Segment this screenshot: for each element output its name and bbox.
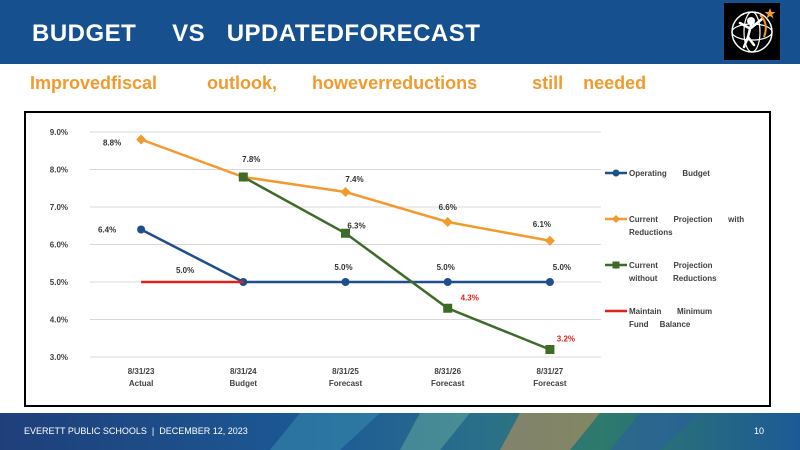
data-label: 6.6% xyxy=(439,203,457,212)
footer-bar: EVERETT PUBLIC SCHOOLS | DECEMBER 12, 20… xyxy=(0,413,800,450)
data-point xyxy=(341,228,350,238)
x-tick-label: Forecast xyxy=(533,379,567,388)
data-label: 6.3% xyxy=(347,221,365,230)
legend-label: Reductions xyxy=(629,228,673,237)
footer-text: EVERETT PUBLIC SCHOOLS | DECEMBER 12, 20… xyxy=(24,426,248,436)
legend-marker xyxy=(612,261,620,269)
data-label: 7.8% xyxy=(242,155,260,164)
y-tick-label: 4.0% xyxy=(50,316,68,325)
legend-label: Current Projection with xyxy=(629,215,744,224)
y-tick-label: 9.0% xyxy=(50,128,68,137)
data-point xyxy=(442,217,453,227)
data-point xyxy=(340,187,351,197)
data-point xyxy=(238,172,248,182)
data-label: 5.0% xyxy=(437,263,455,272)
data-label: 8.8% xyxy=(103,139,121,148)
data-point xyxy=(545,278,554,286)
district-logo-icon xyxy=(724,3,780,60)
legend-label: without Reductions xyxy=(628,274,717,283)
x-tick-label: 8/31/24 xyxy=(230,367,257,376)
data-label: 3.2% xyxy=(557,335,575,344)
data-label: 6.4% xyxy=(98,226,116,235)
y-tick-label: 8.0% xyxy=(50,166,68,175)
legend-label: Fund Balance xyxy=(629,320,691,329)
data-label: 5.0% xyxy=(334,263,352,272)
y-tick-label: 6.0% xyxy=(50,241,68,250)
series-line xyxy=(242,175,551,351)
x-tick-label: Actual xyxy=(129,379,153,388)
title-bar: BUDGET VS UPDATEDFORECAST xyxy=(0,0,800,64)
slide-title: BUDGET VS UPDATEDFORECAST xyxy=(32,20,481,47)
data-point xyxy=(443,303,453,313)
data-point xyxy=(443,278,452,286)
data-label: 5.0% xyxy=(553,263,571,272)
data-point xyxy=(136,134,147,145)
slide-subtitle: Improvedfiscal outlook, howeverreduction… xyxy=(30,73,647,93)
data-point xyxy=(544,235,555,246)
data-point xyxy=(341,278,350,286)
x-tick-label: 8/31/27 xyxy=(537,367,564,376)
x-tick-label: 8/31/25 xyxy=(332,367,359,376)
x-tick-label: Budget xyxy=(230,379,258,388)
legend-label: Operating Budget xyxy=(629,169,710,178)
legend-label: Maintain Minimum xyxy=(629,307,712,316)
x-tick-label: 8/31/26 xyxy=(434,367,461,376)
data-label: 4.3% xyxy=(461,293,479,302)
x-tick-label: 8/31/23 xyxy=(128,367,155,376)
chart-container: 9.0% 8.0% 7.0% 6.0% 5.0% 4.0% 3.0% 8/31/23 Actua… xyxy=(24,111,771,407)
y-tick-label: 5.0% xyxy=(50,278,68,287)
legend-marker xyxy=(612,215,620,223)
data-label: 6.1% xyxy=(533,220,551,229)
y-tick-label: 3.0% xyxy=(50,353,68,362)
legend-marker xyxy=(612,169,620,177)
legend-label: Current Projection xyxy=(629,261,713,270)
x-tick-label: Forecast xyxy=(329,379,363,388)
data-point xyxy=(137,225,146,234)
x-tick-label: Forecast xyxy=(431,379,465,388)
line-chart: 9.0% 8.0% 7.0% 6.0% 5.0% 4.0% 3.0% 8/31/23 Actua… xyxy=(50,128,744,388)
y-tick-label: 7.0% xyxy=(50,203,68,212)
data-label: 5.0% xyxy=(176,266,194,275)
data-point xyxy=(545,345,555,354)
page-number: 10 xyxy=(753,426,764,436)
data-label: 7.4% xyxy=(345,175,363,184)
